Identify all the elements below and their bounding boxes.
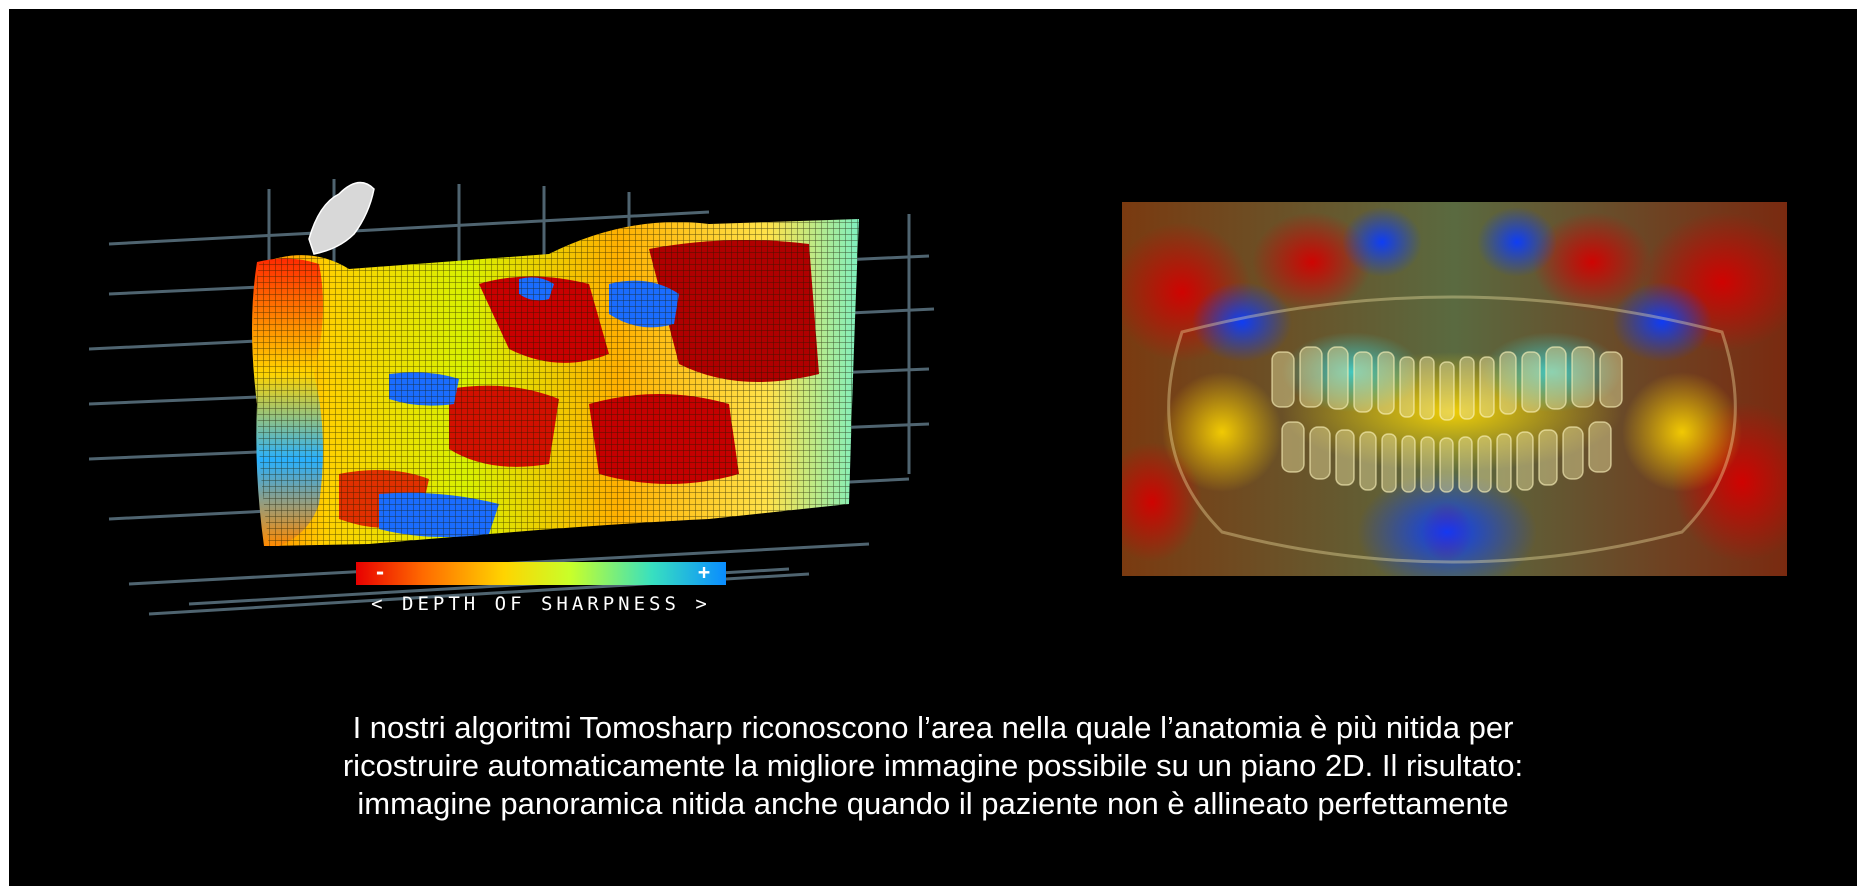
heat-red-zones xyxy=(1122,212,1787,562)
teeth-outline xyxy=(1271,346,1623,493)
heat-blue-zones xyxy=(1192,207,1712,576)
jaw-outline xyxy=(1167,295,1737,564)
sharpness-mesh-3d xyxy=(89,174,949,634)
caption-line-3: immagine panoramica nitida anche quando … xyxy=(357,786,1509,821)
panoramic-graphic xyxy=(1122,202,1787,576)
caption-line-1: I nostri algoritmi Tomosharp riconoscono… xyxy=(352,710,1514,745)
mesh-wireframe xyxy=(253,219,859,546)
sharpness-color-scale: - + xyxy=(356,560,726,585)
legend-minus-label: - xyxy=(374,560,387,584)
mesh-graphic xyxy=(89,179,935,616)
sharpness-legend: - + < DEPTH OF SHARPNESS > xyxy=(356,560,726,615)
panoramic-heatmap-image xyxy=(1122,202,1787,576)
caption-text: I nostri algoritmi Tomosharp riconoscono… xyxy=(9,709,1857,823)
mesh-tooth-wireframe xyxy=(308,181,375,255)
legend-title: < DEPTH OF SHARPNESS > xyxy=(371,593,711,615)
slide: - + < DEPTH OF SHARPNESS > xyxy=(9,9,1857,886)
caption-line-2: ricostruire automaticamente la migliore … xyxy=(342,748,1524,783)
legend-plus-label: + xyxy=(697,560,710,584)
